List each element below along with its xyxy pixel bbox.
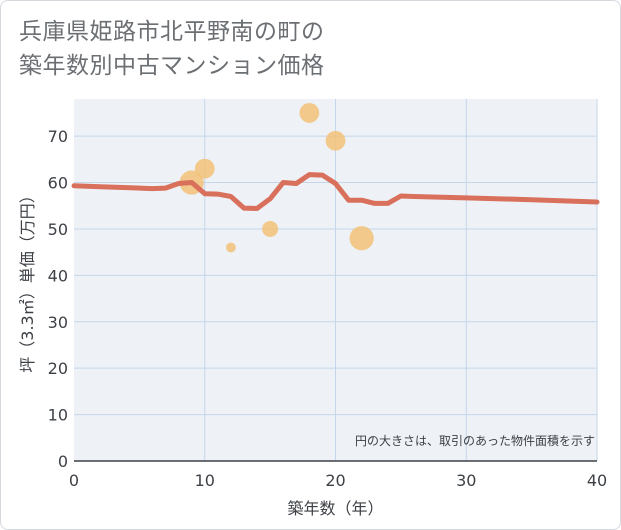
x-tick-label: 10 [195, 471, 215, 490]
y-tick-label: 10 [48, 406, 68, 425]
chart-title: 兵庫県姫路市北平野南の町の 築年数別中古マンション価格 [19, 15, 325, 83]
bubble-point [262, 220, 279, 237]
bubble-point [349, 226, 374, 251]
size-legend-note: 円の大きさは、取引のあった物件面積を示す [355, 433, 595, 448]
x-axis-ticks: 0 10 20 30 40 [69, 471, 607, 490]
y-tick-label: 30 [48, 313, 68, 332]
y-tick-label: 40 [48, 266, 68, 285]
y-tick-label: 70 [48, 127, 68, 146]
x-tick-label: 20 [325, 471, 345, 490]
bubble-point [299, 103, 320, 123]
trend-line [71, 172, 600, 211]
y-axis-label: 坪（3.3㎡）単価（万円） [18, 187, 37, 372]
x-tick-label: 30 [456, 471, 476, 490]
y-tick-label: 0 [58, 452, 68, 471]
bubble-point [225, 242, 236, 253]
bubble-point [194, 158, 215, 179]
bubble-point [325, 130, 346, 151]
y-tick-label: 60 [48, 174, 68, 193]
y-tick-label: 20 [48, 359, 68, 378]
y-tick-label: 50 [48, 220, 68, 239]
x-axis-label: 築年数（年） [287, 499, 383, 518]
chart-title-line1: 兵庫県姫路市北平野南の町の [19, 19, 325, 45]
x-tick-label: 40 [587, 471, 607, 490]
x-tick-label: 0 [69, 471, 79, 490]
y-axis-ticks: 0 10 20 30 40 50 60 70 [48, 127, 68, 471]
grid-lines [74, 99, 598, 461]
chart-title-line2: 築年数別中古マンション価格 [19, 53, 325, 79]
